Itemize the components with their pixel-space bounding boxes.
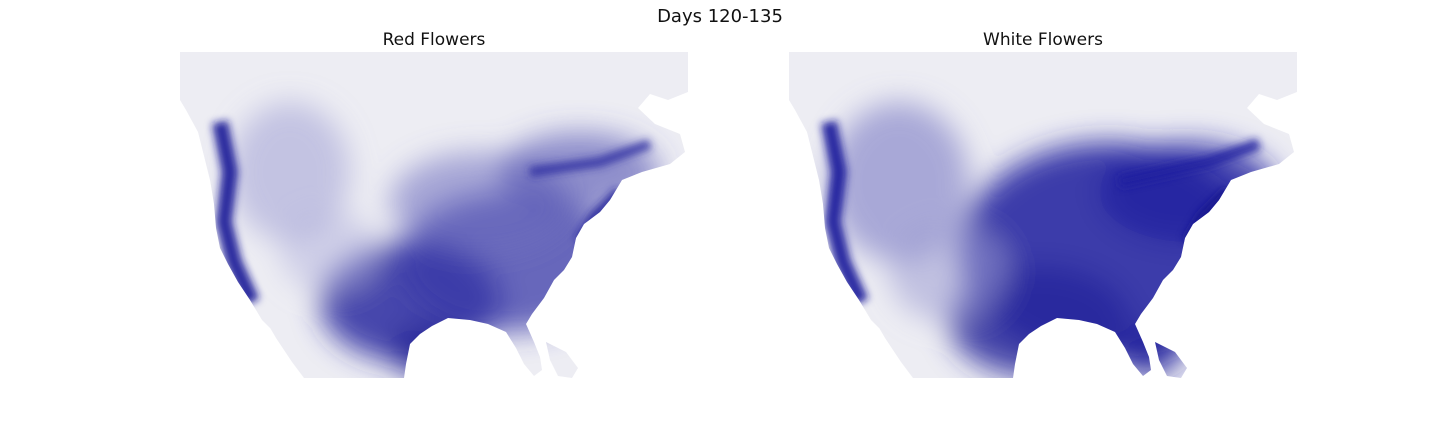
- map-red-flowers: [180, 52, 688, 378]
- map-white-layer: [789, 52, 1297, 378]
- panel-white-flowers: White Flowers: [789, 28, 1297, 378]
- panel-title-red-flowers: Red Flowers: [382, 30, 486, 50]
- panel-red-flowers: Red Flowers: [180, 28, 688, 378]
- map-red-layer: [180, 52, 688, 378]
- figure-title: Days 120-135: [657, 6, 783, 27]
- map-white-flowers: [789, 52, 1297, 378]
- panel-title-white-flowers: White Flowers: [983, 30, 1103, 50]
